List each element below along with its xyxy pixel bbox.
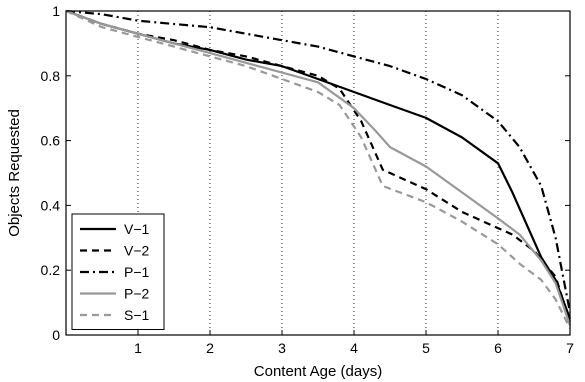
series-line-p-2 [65,9,572,326]
x-tick-label: 3 [278,340,286,356]
y-tick-label: 0.4 [41,197,61,213]
x-tick-label: 7 [566,340,574,356]
series-line-p-1 [65,9,572,313]
axis-ticks: 1 2 3 4 5 6 7 0 0.2 0.4 0.6 0.8 1 [41,3,575,356]
series-line-s-1 [65,9,571,329]
x-tick-label: 1 [134,340,142,356]
legend-label: V−2 [124,243,150,259]
x-axis-title: Content Age (days) [254,363,382,380]
x-tick-label: 5 [422,340,430,356]
x-tick-label: 4 [350,340,358,356]
x-tick-label: 6 [494,340,502,356]
x-tick-label: 2 [206,340,214,356]
y-tick-label: 0.6 [41,133,61,149]
legend-label: P−2 [124,286,150,302]
y-axis-title: Objects Requested [6,109,23,237]
legend-label: P−1 [124,264,150,280]
legend: V−1 V−2 P−1 P−2 S−1 [71,213,165,330]
y-tick-label: 0 [52,327,60,343]
legend-label: V−1 [124,221,150,237]
legend-label: S−1 [124,307,150,323]
y-tick-label: 1 [52,3,60,19]
y-tick-label: 0.2 [41,262,61,278]
y-tick-label: 0.8 [41,68,61,84]
series-lines [65,9,572,329]
plot-frame [65,10,571,336]
